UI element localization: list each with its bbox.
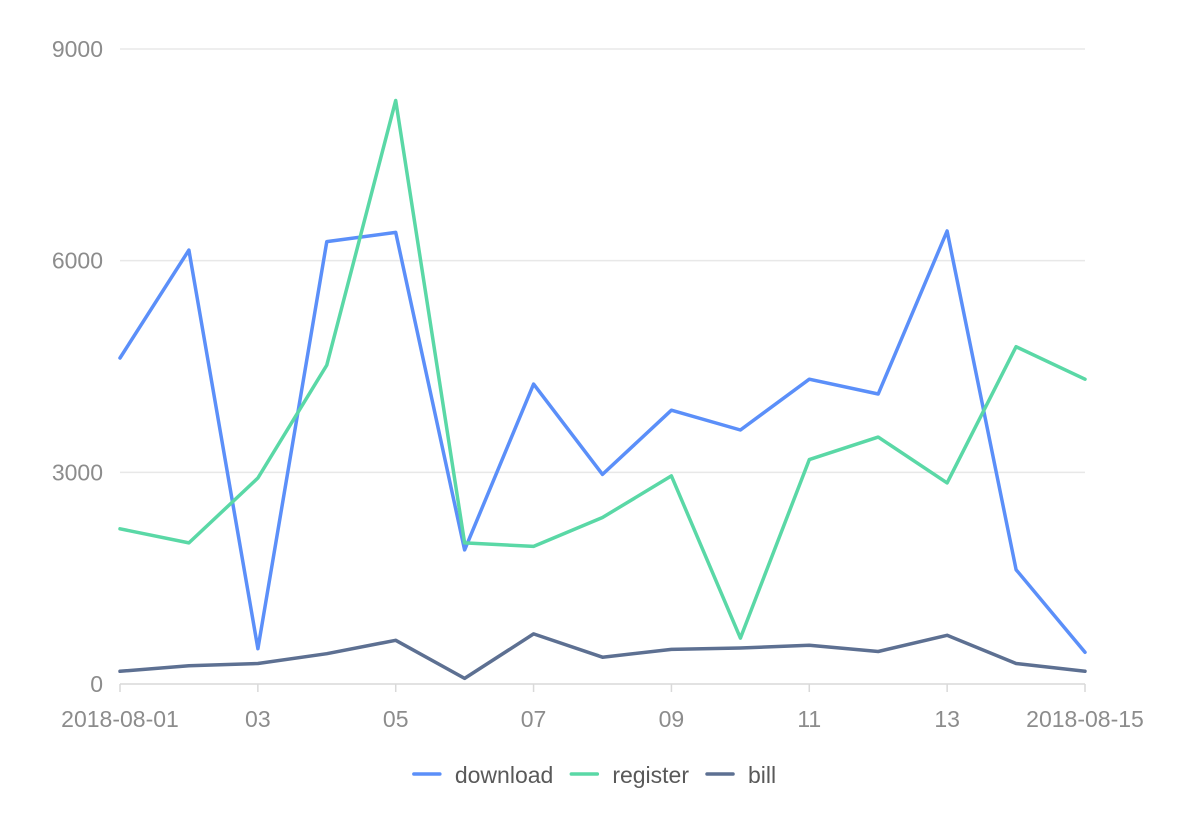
x-tick-label: 11 xyxy=(797,706,821,732)
legend-item-register[interactable]: register xyxy=(569,762,689,788)
x-axis-labels: 2018-08-01 03 05 07 09 11 13 2018-08-15 xyxy=(61,706,1144,732)
legend-label: bill xyxy=(748,762,776,788)
y-tick-label: 0 xyxy=(90,671,103,697)
x-tick-label: 2018-08-15 xyxy=(1026,706,1144,732)
legend-item-bill[interactable]: bill xyxy=(705,762,776,788)
x-tick-label: 05 xyxy=(383,706,409,732)
x-tick-label: 13 xyxy=(934,706,960,732)
series-line-bill xyxy=(118,632,1087,681)
legend-item-download[interactable]: download xyxy=(412,762,553,788)
series-lines xyxy=(118,98,1087,681)
x-tick-label: 07 xyxy=(521,706,547,732)
x-tick-label: 09 xyxy=(659,706,685,732)
legend[interactable]: download register bill xyxy=(412,762,776,788)
legend-label: register xyxy=(612,762,689,788)
y-axis-labels: 0 3000 6000 9000 xyxy=(52,36,103,697)
series-line-download xyxy=(118,229,1087,655)
y-tick-label: 9000 xyxy=(52,36,103,62)
x-axis xyxy=(119,683,1086,692)
y-tick-label: 6000 xyxy=(52,248,103,274)
legend-label: download xyxy=(455,762,553,788)
series-line-register xyxy=(118,98,1087,640)
gridlines xyxy=(120,48,1085,474)
x-tick-label: 2018-08-01 xyxy=(61,706,179,732)
y-tick-label: 3000 xyxy=(52,459,103,485)
x-tick-label: 03 xyxy=(245,706,271,732)
